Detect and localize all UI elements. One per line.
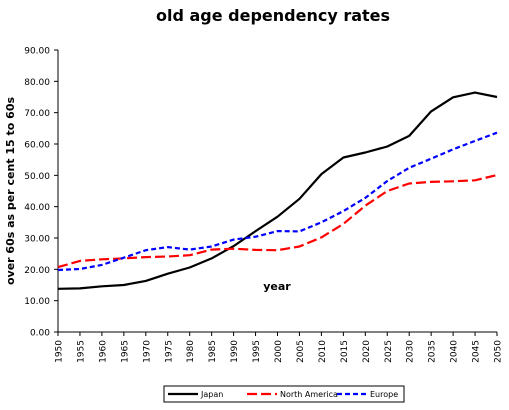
y-axis-label: over 60s as per cent 15 to 60s (4, 97, 17, 286)
x-tick-label: 1950 (55, 340, 65, 363)
x-tick-label: 1980 (186, 340, 196, 363)
y-tick-label: 90.00 (24, 47, 50, 57)
x-tick-label: 2005 (296, 340, 306, 363)
y-tick-label: 50.00 (24, 172, 50, 182)
x-tick-label: 1985 (208, 340, 218, 363)
series-lines (57, 91, 498, 290)
x-tick-label: 2025 (384, 340, 394, 363)
legend-items: Japan North America Europe (168, 390, 398, 399)
x-tick-label: 2030 (406, 340, 416, 363)
legend-box (163, 385, 405, 403)
x-tick-label: 1990 (230, 340, 240, 363)
y-tick-label: 60.00 (24, 141, 50, 151)
legend-label: Europe (370, 390, 398, 399)
x-tick-label: 2040 (450, 340, 460, 363)
x-tick-label: 2015 (340, 340, 350, 363)
x-tick-label: 1970 (142, 340, 152, 363)
series-line-europe (57, 131, 498, 272)
x-tick-label: 1995 (252, 340, 262, 363)
y-tick-label: 30.00 (24, 235, 50, 245)
legend-label: Japan (200, 390, 223, 399)
y-tick-label: 40.00 (24, 203, 50, 213)
x-axis-label: year (263, 280, 291, 293)
y-tick-label: 0.00 (30, 329, 50, 339)
y-tick-label: 70.00 (24, 109, 50, 119)
x-tick-label: 1955 (76, 340, 86, 363)
legend-label: North America (280, 390, 338, 399)
x-tick-label: 1965 (120, 340, 130, 363)
x-tick-label: 2010 (318, 340, 328, 363)
x-tick-label: 1960 (98, 340, 108, 363)
y-ticks: 0.00 10.00 20.00 30.00 40.00 50.00 60.00 70.00 8… (24, 47, 58, 339)
x-ticks: 1950 1955 1960 1965 1970 1975 1980 1985 1990 1995… (55, 332, 504, 363)
x-tick-label: 2050 (494, 340, 504, 363)
legend: Japan North America Europe (163, 385, 405, 403)
x-tick-label: 2020 (362, 340, 372, 363)
x-tick-label: 2035 (428, 340, 438, 363)
x-tick-label: 2045 (472, 340, 482, 363)
y-tick-label: 20.00 (24, 266, 50, 276)
y-tick-label: 10.00 (24, 297, 50, 307)
x-tick-label: 2000 (274, 340, 284, 363)
series-line-north-america (57, 173, 498, 269)
x-tick-label: 1975 (164, 340, 174, 363)
series-line-japan (57, 91, 498, 290)
y-tick-label: 80.00 (24, 78, 50, 88)
chart-title: old age dependency rates (156, 6, 390, 25)
